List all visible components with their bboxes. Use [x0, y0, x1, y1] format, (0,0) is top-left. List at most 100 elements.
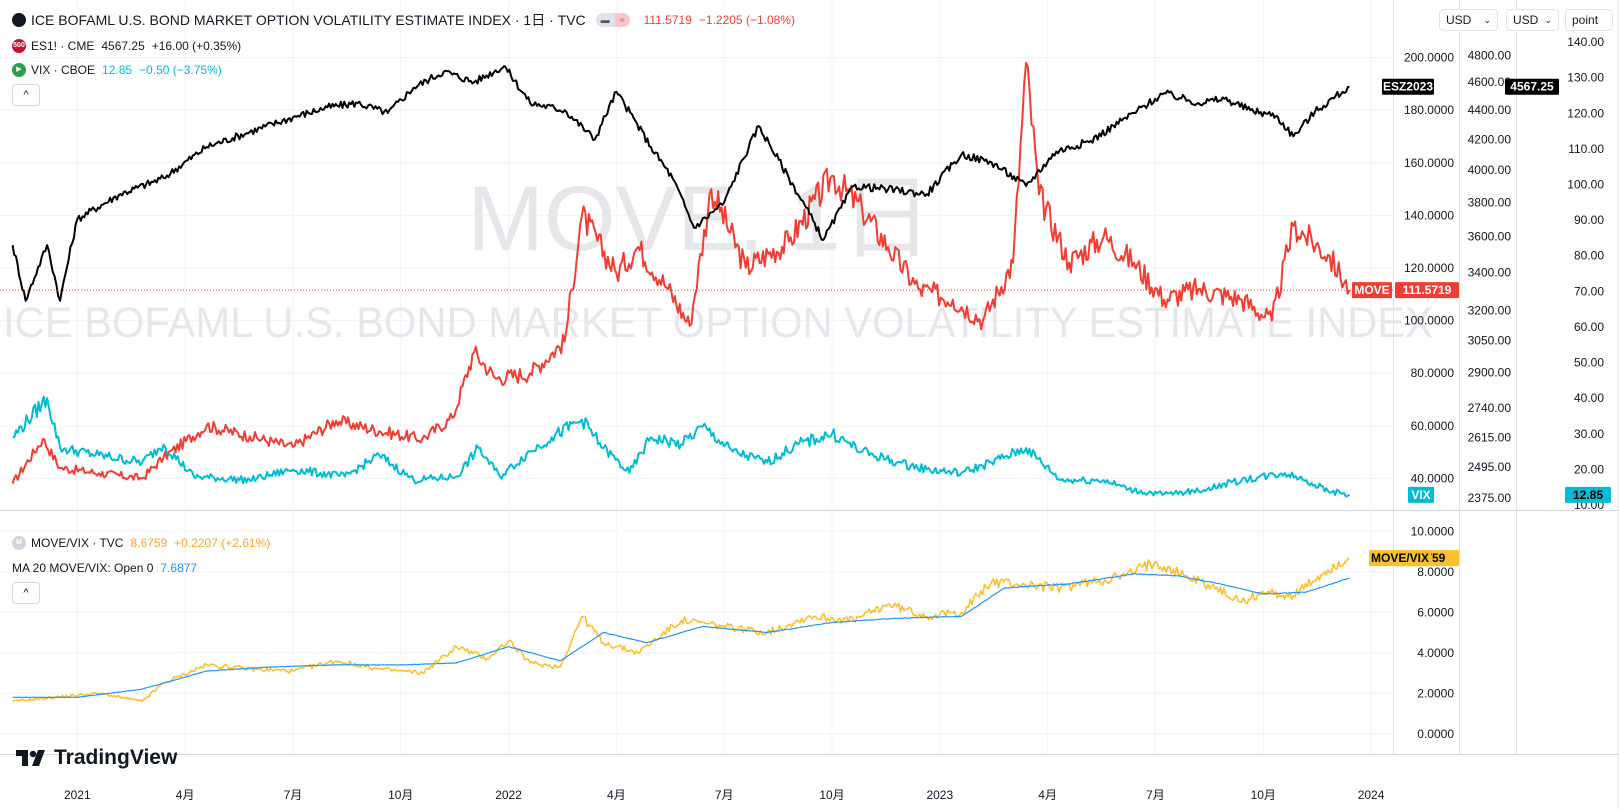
ratio-legend-name: MOVE/VIX · TVC	[31, 536, 124, 550]
vix-axis-tick: 60.00	[1574, 320, 1604, 334]
vix-axis-tick: 110.00	[1568, 142, 1604, 156]
currency-select-2[interactable]: USD ⌄	[1506, 9, 1559, 31]
ratio-name-tag-bg	[1369, 550, 1431, 567]
move-last-price-tag-bg	[1395, 282, 1459, 299]
ma-legend[interactable]: MA 20 MOVE/VIX: Open 0 7.6877	[12, 560, 197, 576]
currency-label-1: USD	[1446, 13, 1472, 27]
time-tick-label: 10月	[388, 788, 413, 802]
ma-legend-value: 7.6877	[160, 561, 198, 575]
series-line-es	[11, 65, 1350, 302]
move-name-tag: MOVE	[1354, 283, 1389, 297]
vix-last-price-tag: 12.85	[1573, 488, 1603, 502]
legend-toggle-pill[interactable]: ▬ ≈	[595, 13, 630, 27]
move-last-price-tag: 111.5719	[1403, 283, 1452, 297]
time-tick-label: 2021	[64, 788, 91, 802]
es-axis-tick: 4400.00	[1468, 103, 1512, 117]
wave-icon[interactable]: ≈	[614, 13, 630, 27]
vix-legend[interactable]: ▶ VIX · CBOE 12.85 −0.50 (−3.75%)	[12, 62, 222, 78]
vix-name-tag: VIX	[1411, 488, 1430, 502]
vix-axis-tick: 20.00	[1574, 462, 1604, 476]
time-tick-label: 7月	[1146, 788, 1165, 802]
es-axis-tick: 3600.00	[1468, 229, 1512, 243]
vix-arrow-icon: ▶	[12, 63, 26, 77]
vix-axis-tick: 70.00	[1574, 284, 1604, 298]
time-tick-label: 7月	[284, 788, 303, 802]
series-line-move-vix	[12, 557, 1350, 703]
unit-button[interactable]: point	[1565, 9, 1613, 31]
price-label-layer: 111.5719MOVE4567.25ESZ202312.85VIX8.6759…	[1352, 78, 1611, 567]
watermark-description: ICE BOFAML U.S. BOND MARKET OPTION VOLAT…	[3, 299, 1433, 347]
chevron-down-icon: ⌄	[1483, 14, 1491, 25]
unit-label: point	[1572, 13, 1599, 27]
collapse-ratio-legend-button[interactable]: ^	[12, 582, 40, 604]
es-last-price-tag: 4567.25	[1510, 80, 1554, 94]
ratio-legend[interactable]: M MOVE/VIX · TVC 8.6759 +0.2207 (+2.61%)	[12, 535, 270, 551]
es-axis-tick: 4600.00	[1468, 75, 1512, 89]
vix-axis-tick: 130.00	[1567, 71, 1604, 85]
es-axis-tick: 3200.00	[1468, 303, 1512, 317]
es-last-price-tag-bg	[1505, 78, 1559, 95]
time-tick-label: 2024	[1358, 788, 1385, 802]
time-tick-label: 10月	[819, 788, 844, 802]
vix-axis-tick: 140.00	[1567, 35, 1604, 49]
move-axis-tick: 60.0000	[1411, 419, 1455, 433]
ratio-axis-tick: 8.0000	[1417, 565, 1454, 579]
ratio-legend-change: +0.2207 (+2.61%)	[174, 536, 271, 550]
es-legend-price: 4567.25	[101, 39, 145, 53]
ratio-badge-icon: M	[12, 536, 26, 550]
series-line-move	[11, 61, 1351, 484]
chevron-down-icon: ⌄	[1544, 14, 1552, 25]
tradingview-wordmark: TradingView	[54, 746, 178, 769]
axis-layer: 2021 4月 7月 10月 2022 4月 7月 10月 2023 4月 7月 10月 2024 200…	[64, 35, 1604, 802]
es-contract-tag-bg	[1382, 78, 1434, 95]
ratio-axis-tick: 6.0000	[1417, 605, 1454, 619]
ratio-axis-tick: 4.0000	[1417, 646, 1454, 660]
es-badge-icon: 500	[12, 39, 26, 53]
vix-axis-tick: 50.00	[1574, 356, 1604, 370]
series-line-ma20	[12, 573, 1350, 698]
main-legend[interactable]: ICE BOFAML U.S. BOND MARKET OPTION VOLAT…	[12, 12, 795, 28]
es-axis-tick: 2615.00	[1468, 430, 1512, 444]
time-tick-label: 7月	[715, 788, 734, 802]
time-tick-label: 4月	[1038, 788, 1057, 802]
es-axis-tick: 4000.00	[1468, 163, 1512, 177]
es-contract-tag: ESZ2023	[1383, 80, 1433, 94]
main-legend-price: 111.5719	[643, 13, 692, 27]
main-legend-title: ICE BOFAML U.S. BOND MARKET OPTION VOLAT…	[31, 12, 586, 28]
move-axis-tick: 40.0000	[1411, 471, 1455, 485]
symbol-logo-icon	[12, 13, 26, 27]
es-axis-tick: 2900.00	[1468, 365, 1512, 379]
minus-icon[interactable]: ▬	[595, 13, 615, 27]
vix-axis-tick: 30.00	[1574, 427, 1604, 441]
es-axis-tick: 2740.00	[1468, 401, 1512, 415]
collapse-legend-button[interactable]: ^	[12, 84, 40, 106]
es-axis-tick: 4800.00	[1468, 48, 1512, 62]
main-legend-change: −1.2205 (−1.08%)	[698, 13, 795, 27]
vix-axis-tick: 120.00	[1567, 106, 1604, 120]
move-axis-tick: 200.0000	[1404, 51, 1454, 65]
tradingview-mark-icon	[16, 750, 45, 766]
time-tick-label: 2023	[926, 788, 953, 802]
chevron-up-icon: ^	[23, 587, 29, 599]
currency-select-1[interactable]: USD ⌄	[1439, 9, 1498, 31]
vix-axis-tick: 90.00	[1574, 213, 1604, 227]
currency-label-2: USD	[1513, 13, 1539, 27]
ratio-axis-tick: 10.0000	[1411, 524, 1455, 538]
move-axis-tick: 140.0000	[1404, 208, 1454, 222]
es-axis-tick: 3800.00	[1468, 195, 1512, 209]
ratio-name-tag: MOVE/VIX	[1371, 551, 1429, 565]
ratio-legend-price: 8.6759	[130, 536, 168, 550]
es-axis-tick: 4200.00	[1468, 132, 1512, 146]
ratio-axis-tick: 2.0000	[1417, 686, 1454, 700]
grid-lines	[0, 0, 1393, 755]
vix-axis-tick: 80.00	[1574, 249, 1604, 263]
move-axis-tick: 80.0000	[1411, 366, 1455, 380]
es-legend[interactable]: 500 ES1! · CME 4567.25 +16.00 (+0.35%)	[12, 38, 241, 54]
vix-legend-name: VIX · CBOE	[31, 63, 96, 77]
vix-legend-change: −0.50 (−3.75%)	[139, 63, 222, 77]
vix-legend-price: 12.85	[102, 63, 133, 77]
tradingview-logo[interactable]: TradingView	[14, 746, 177, 770]
es-axis-tick: 2495.00	[1468, 460, 1512, 474]
